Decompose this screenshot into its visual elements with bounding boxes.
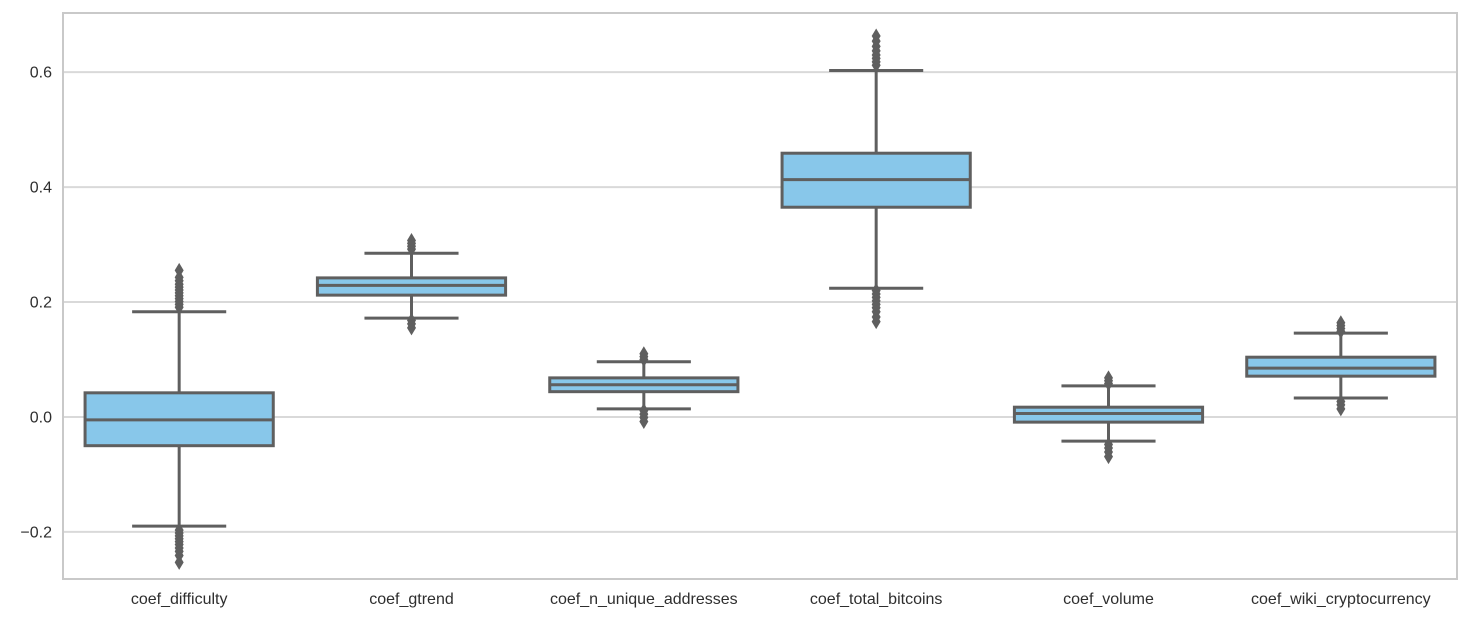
x-tick-label: coef_wiki_cryptocurrency bbox=[1251, 591, 1431, 608]
outlier-diamond-icon bbox=[1336, 315, 1346, 331]
outlier-diamond-icon bbox=[1336, 401, 1346, 417]
box-coef_wiki_cryptocurrency bbox=[1245, 315, 1437, 417]
outlier-diamond-icon bbox=[1104, 449, 1113, 465]
outlier-diamond-icon bbox=[639, 414, 649, 430]
box-coef_difficulty bbox=[83, 262, 275, 570]
y-tick-label: 0.2 bbox=[30, 295, 52, 312]
x-tick-label: coef_gtrend bbox=[369, 591, 454, 608]
outlier-diamond-icon bbox=[407, 233, 416, 249]
x-tick-label: coef_difficulty bbox=[131, 591, 228, 608]
outlier-diamond-icon bbox=[871, 314, 881, 330]
y-tick-label: −0.2 bbox=[20, 524, 52, 541]
outlier-diamond-icon bbox=[174, 554, 184, 570]
outlier-diamond-icon bbox=[407, 320, 416, 336]
y-tick-label: 0.6 bbox=[30, 65, 52, 82]
box-coef_volume bbox=[1012, 370, 1205, 465]
x-tick-label: coef_n_unique_addresses bbox=[550, 591, 738, 608]
outlier-diamond-icon bbox=[1104, 370, 1113, 386]
box-coef_total_bitcoins bbox=[780, 28, 972, 330]
outlier-diamond-icon bbox=[174, 299, 184, 315]
outlier-diamond-icon bbox=[871, 28, 881, 44]
y-tick-label: 0.0 bbox=[30, 409, 52, 426]
x-tick-label: coef_total_bitcoins bbox=[810, 591, 943, 608]
y-tick-label: 0.4 bbox=[30, 180, 52, 197]
outlier-diamond-icon bbox=[639, 346, 649, 362]
plot-border bbox=[62, 12, 1458, 580]
plot-area bbox=[63, 13, 1457, 579]
box-coef_gtrend bbox=[315, 233, 508, 336]
box-coef_n_unique_addresses bbox=[548, 346, 740, 430]
x-tick-label: coef_volume bbox=[1063, 591, 1154, 608]
